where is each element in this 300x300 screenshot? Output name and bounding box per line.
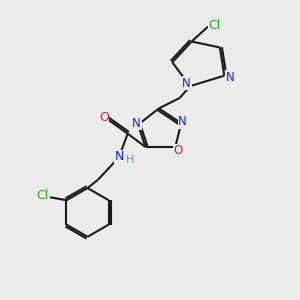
Text: N: N bbox=[182, 76, 191, 90]
Text: Cl: Cl bbox=[208, 19, 220, 32]
Text: Cl: Cl bbox=[37, 189, 49, 202]
Text: O: O bbox=[174, 144, 183, 157]
Text: H: H bbox=[126, 155, 134, 165]
Text: N: N bbox=[178, 115, 187, 128]
Text: N: N bbox=[226, 71, 235, 84]
Text: O: O bbox=[99, 111, 109, 124]
Text: N: N bbox=[115, 150, 124, 163]
Text: N: N bbox=[132, 117, 141, 130]
